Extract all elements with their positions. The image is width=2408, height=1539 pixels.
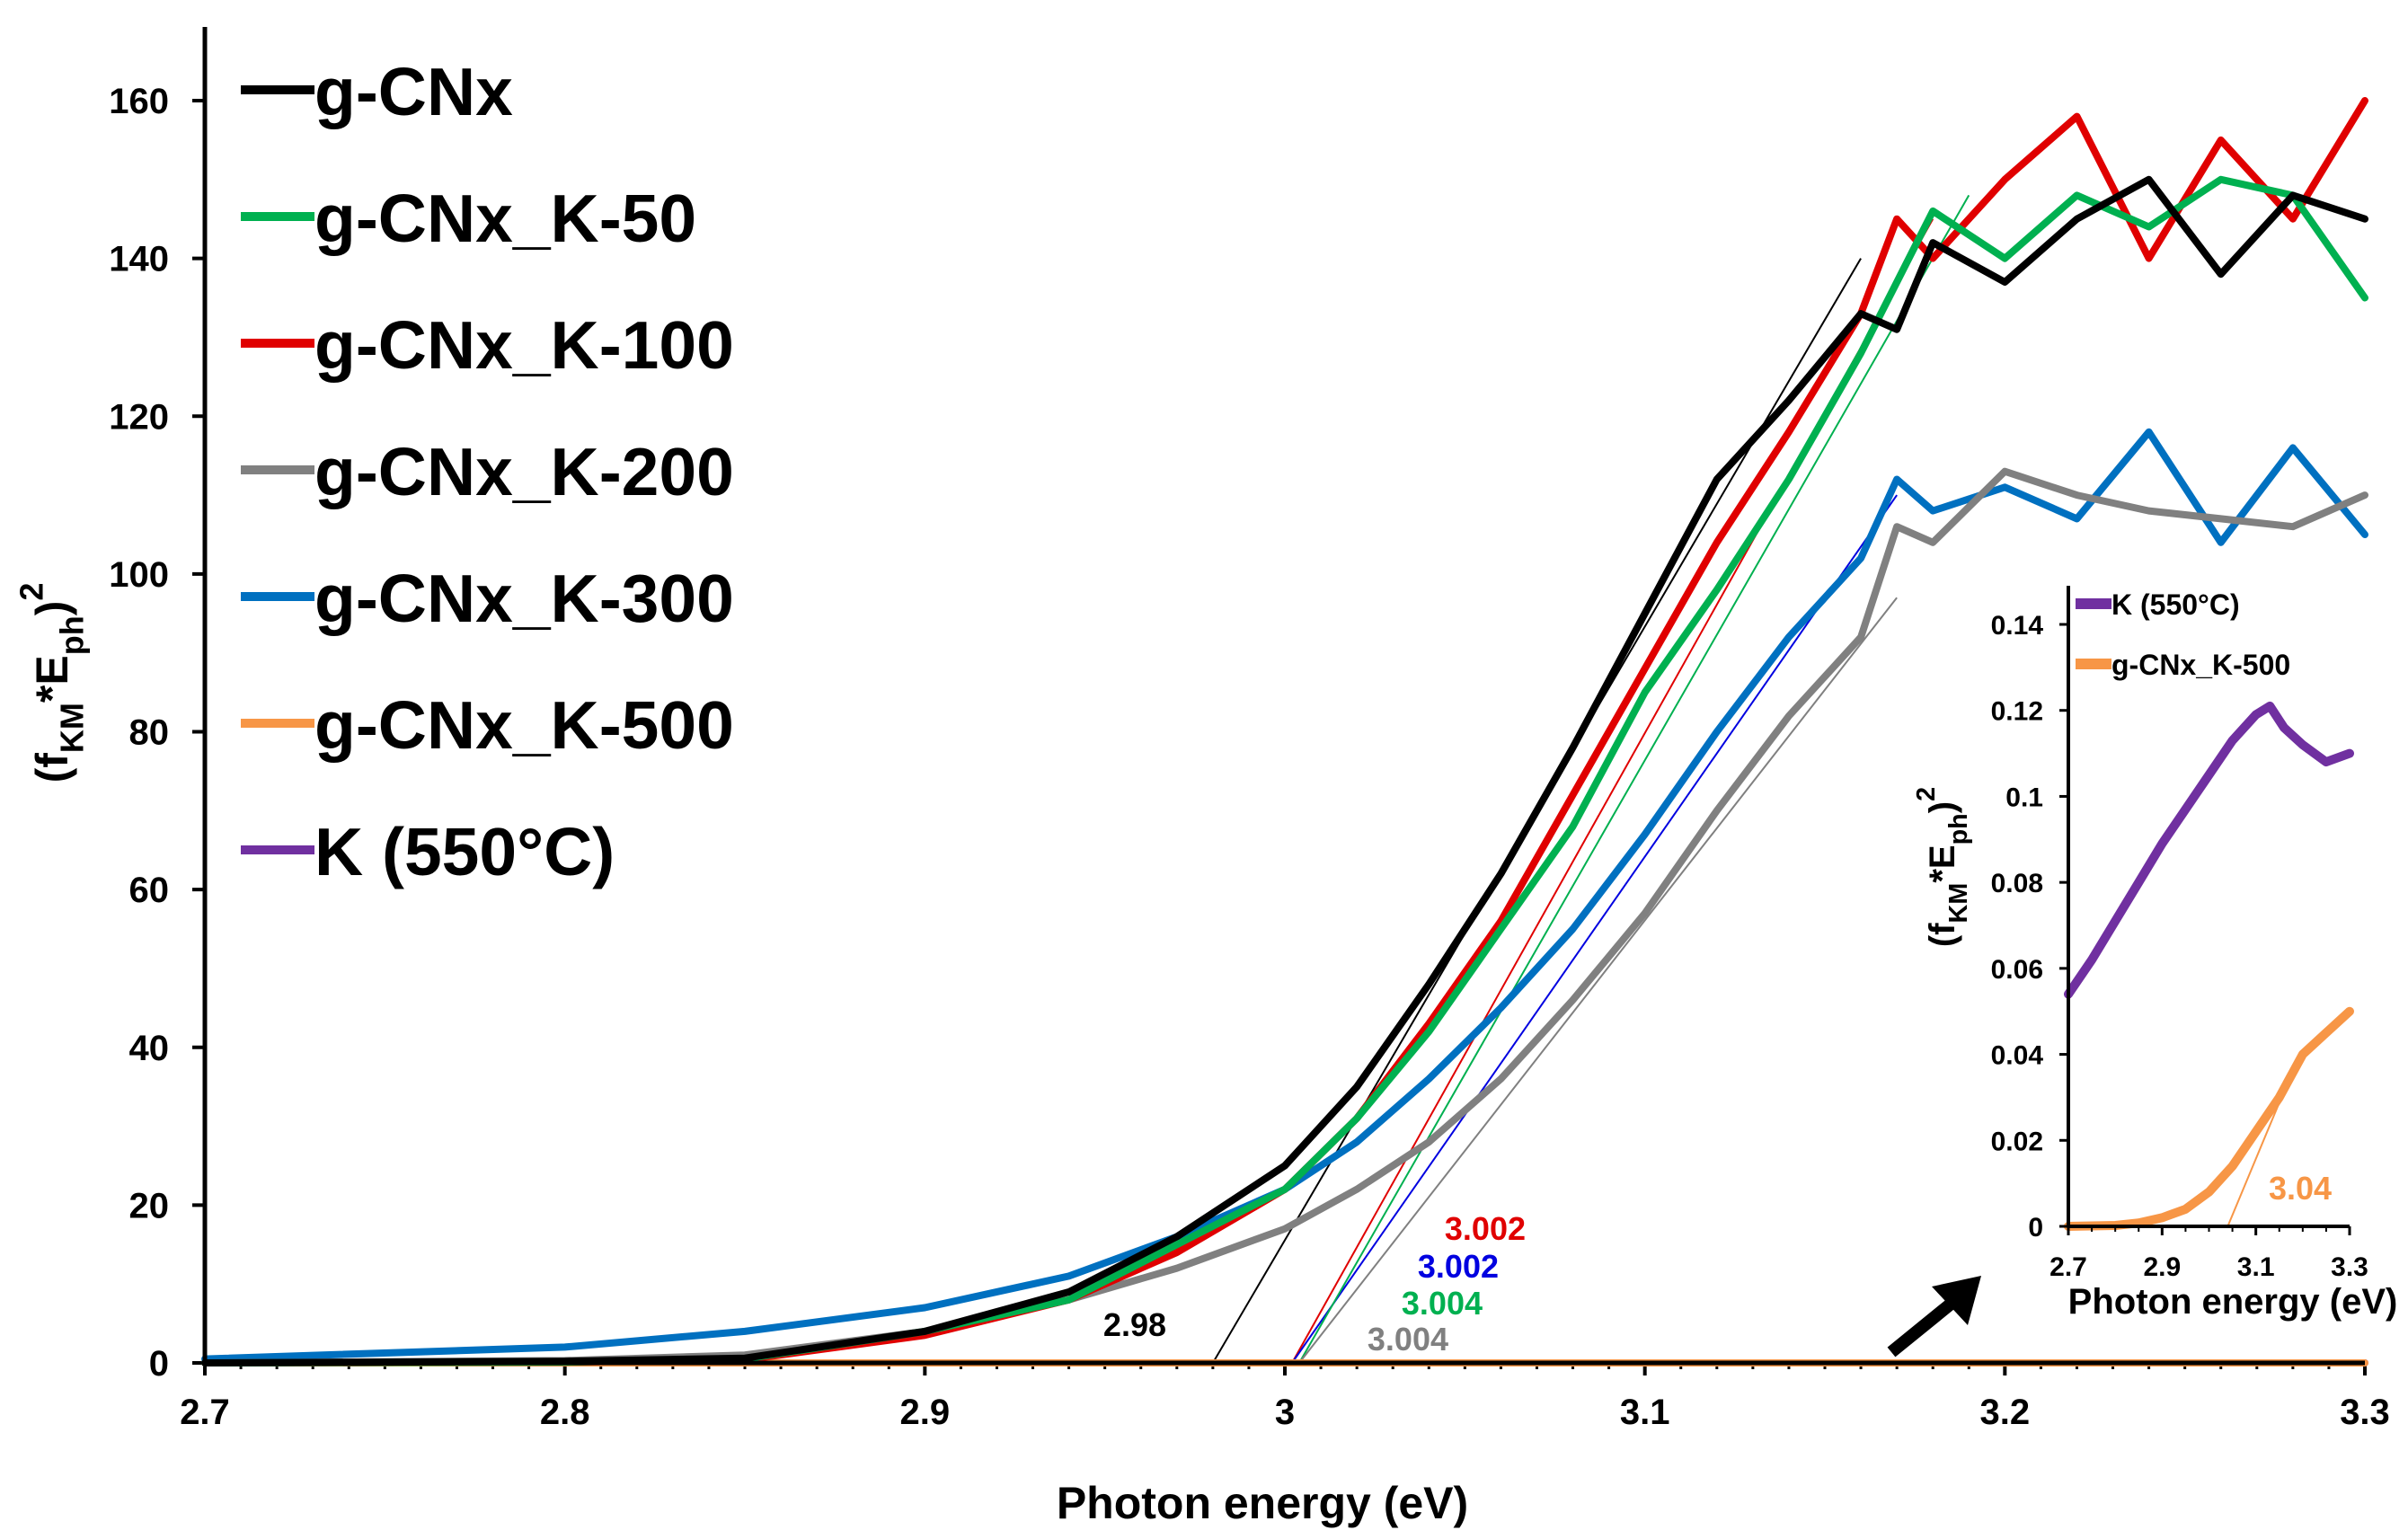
y-tick-label-160: 160 — [109, 82, 169, 121]
tangent-g-cnx-k-300 — [1291, 494, 1898, 1364]
inset-x-tick-labels: 2.7 2.9 3.1 3.3 — [2049, 1226, 2368, 1282]
x-tick-label-2-7: 2.7 — [180, 1393, 230, 1432]
legend: g-CNx g-CNx_K-50 g-CNx_K-100 g-CNx_K-200 g-C… — [241, 54, 734, 889]
legend-label-g-cnx-k-100: g-CNx_K-100 — [314, 307, 734, 383]
inset-y-tick-label-0: 0 — [2028, 1213, 2043, 1243]
legend-label-k-550-c: K (550°C) — [314, 814, 615, 889]
y-tick-label-100: 100 — [109, 555, 169, 595]
x-tick-label-3: 3 — [1275, 1393, 1295, 1432]
tangent-g-cnx-k-200 — [1298, 597, 1898, 1364]
x-axis-title: Photon energy (eV) — [1057, 1478, 1468, 1528]
x-tick-label-2-9: 2.9 — [900, 1393, 951, 1432]
y-tick-label-40: 40 — [129, 1029, 170, 1068]
inset-y-tick-labels: 0 0.02 0.04 0.06 0.08 0.1 0.12 0.14 — [1991, 611, 2068, 1243]
x-tick-label-2-8: 2.8 — [540, 1393, 590, 1432]
inset-x-tick-label-3-1: 3.1 — [2237, 1252, 2275, 1282]
inset-x-axis-title: Photon energy (eV) — [2068, 1282, 2398, 1322]
inset-plot: 2.7 2.9 3.1 3.3 0 0.02 0.04 0.06 0.08 0.1 0.12 0.1… — [1912, 586, 2397, 1322]
x-tick-label-3-3: 3.3 — [2340, 1393, 2390, 1432]
x-tick-label-3-2: 3.2 — [1980, 1393, 2031, 1432]
main-plot: 2.7 2.8 2.9 3 3.1 3.2 3.3 0 20 40 60 80 100 120 140 16… — [13, 27, 2390, 1528]
inset-series-line-g-cnx-k-500 — [2064, 1006, 2354, 1231]
tangent-g-cnx-k-50 — [1298, 194, 1970, 1364]
inset-annotation-label: 3.04 — [2269, 1170, 2332, 1207]
series-line-g-cnx-k-300 — [201, 428, 2368, 1363]
annotation-g-cnx-k-200: 3.004 — [1368, 1321, 1448, 1358]
annotation-g-cnx-k-50: 3.004 — [1402, 1285, 1483, 1322]
inset-y-tick-label-0-04: 0.04 — [1991, 1041, 2044, 1071]
y-tick-label-60: 60 — [129, 871, 170, 910]
annotation-g-cnx: 2.98 — [1103, 1306, 1166, 1343]
inset-tangent-annotation: 3.04 — [2269, 1170, 2332, 1207]
inset-legend-label-g-cnx-k-500: g-CNx_K-500 — [2111, 649, 2290, 681]
inset-series-lines — [2064, 701, 2354, 1231]
inset-x-tick-label-2-9: 2.9 — [2143, 1252, 2181, 1282]
inset-y-tick-label-0-02: 0.02 — [1991, 1127, 2043, 1156]
x-tick-label-3-1: 3.1 — [1620, 1393, 1670, 1432]
inset-series-line-k-550-c — [2064, 701, 2354, 999]
inset-y-tick-label-0-08: 0.08 — [1991, 869, 2043, 898]
y-tick-label-80: 80 — [129, 713, 170, 753]
legend-label-g-cnx: g-CNx — [314, 54, 513, 129]
inset-x-tick-label-2-7: 2.7 — [2049, 1252, 2087, 1282]
inset-y-tick-label-0-12: 0.12 — [1991, 697, 2043, 727]
inset-legend: K (550°C) g-CNx_K-500 — [2076, 588, 2290, 681]
annotation-g-cnx-k-300: 3.002 — [1418, 1248, 1499, 1285]
legend-label-g-cnx-k-200: g-CNx_K-200 — [314, 434, 734, 509]
inset-y-axis-title: (fKM*Eph)2 — [1912, 787, 1973, 947]
y-tick-label-20: 20 — [129, 1186, 170, 1225]
legend-label-g-cnx-k-500: g-CNx_K-500 — [314, 687, 734, 763]
inset-y-tick-label-0-14: 0.14 — [1991, 611, 2044, 641]
inset-pointer-arrow — [1887, 1276, 1981, 1358]
inset-y-tick-label-0-06: 0.06 — [1991, 955, 2043, 985]
inset-legend-label-k-550-c: K (550°C) — [2111, 588, 2240, 621]
tangent-lines — [1212, 194, 1970, 1364]
y-tick-label-120: 120 — [109, 397, 169, 437]
annotation-g-cnx-k-100: 3.002 — [1445, 1210, 1526, 1247]
x-tick-labels: 2.7 2.8 2.9 3 3.1 3.2 3.3 — [180, 1393, 2390, 1432]
legend-label-g-cnx-k-50: g-CNx_K-50 — [314, 181, 696, 256]
series-line-g-cnx-k-50 — [201, 175, 2368, 1367]
inset-x-tick-label-3-3: 3.3 — [2331, 1252, 2368, 1282]
y-tick-label-140: 140 — [109, 240, 169, 279]
inset-y-tick-label-0-1: 0.1 — [2005, 783, 2043, 812]
y-tick-label-0: 0 — [149, 1344, 169, 1384]
series-line-g-cnx — [201, 175, 2368, 1367]
y-tick-labels: 0 20 40 60 80 100 120 140 160 — [109, 82, 169, 1384]
legend-label-g-cnx-k-300: g-CNx_K-300 — [314, 561, 734, 636]
y-axis-title: (fKM*Eph)2 — [13, 583, 91, 783]
